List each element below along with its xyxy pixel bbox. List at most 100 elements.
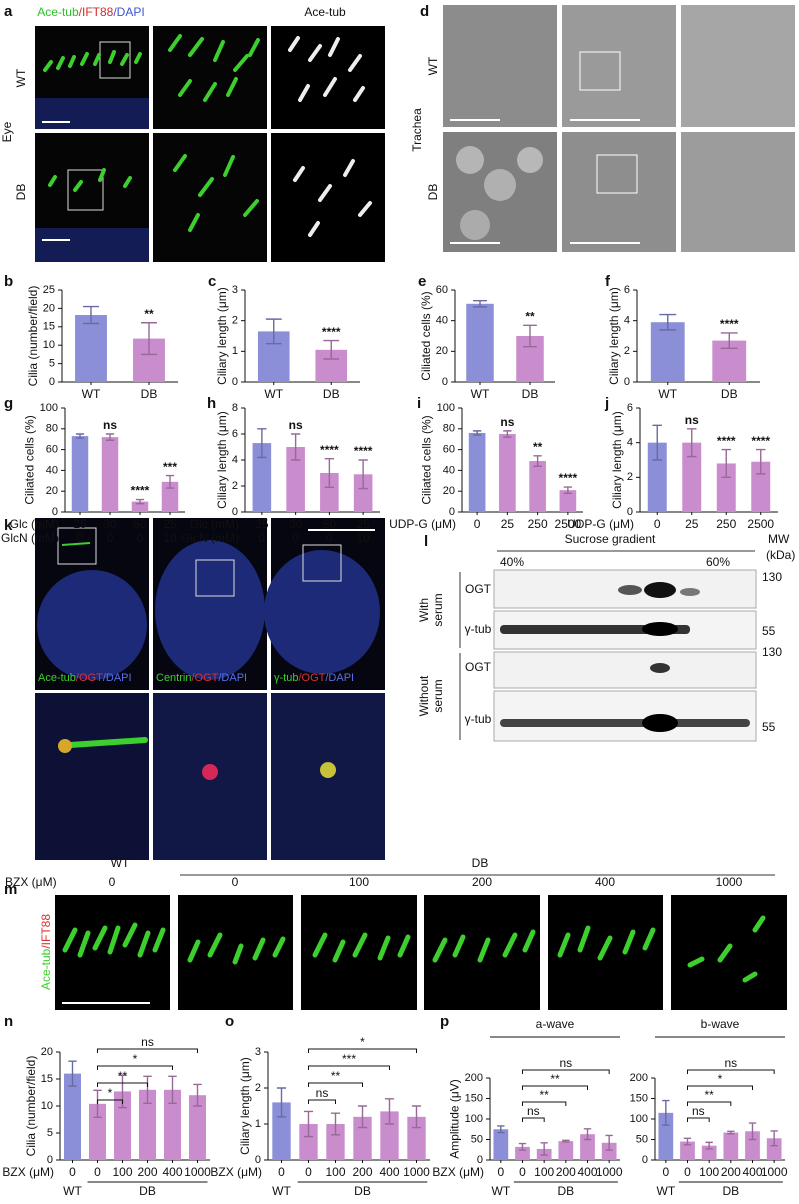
error-bar	[303, 1110, 314, 1138]
mw-label: MW	[768, 532, 790, 546]
y-tick-label: 0	[255, 1154, 261, 1166]
y-tick-label: 80	[46, 423, 58, 435]
significance: ns	[527, 1104, 540, 1118]
error-bar	[168, 1075, 177, 1104]
bar	[114, 1091, 131, 1160]
dose: 200	[472, 875, 492, 889]
x-tick-label: WT	[264, 387, 283, 401]
bar	[131, 501, 149, 512]
bar	[745, 1131, 760, 1160]
y-tick-label: 100	[630, 1113, 648, 1125]
y-tick-label: 100	[437, 402, 455, 414]
x-tick-label: 100	[534, 1165, 554, 1179]
y-tick-label: 150	[630, 1092, 648, 1104]
bar	[101, 437, 119, 512]
group-label: With	[417, 598, 431, 622]
y-tick-label: 40	[436, 315, 448, 327]
y-tick-label: 25	[43, 284, 55, 296]
x-tick-label: 100	[699, 1165, 719, 1179]
stain-part: IFT88	[82, 5, 114, 19]
group-label: WT	[111, 856, 130, 870]
significance: **	[550, 1072, 560, 1086]
x-tick-label: DB	[522, 387, 539, 401]
y-tick-label: 2	[627, 471, 633, 483]
mw-mark: 55	[762, 624, 776, 638]
error-bar	[384, 1098, 395, 1125]
x-tick-label: 400	[162, 1165, 182, 1179]
y-tick-label: 2	[232, 480, 238, 492]
band	[650, 663, 670, 673]
x-tick-label: 400	[742, 1165, 762, 1179]
error-bar	[687, 428, 697, 458]
bar	[71, 436, 89, 512]
error-bar	[411, 1105, 422, 1129]
y-tick-label: 60	[436, 284, 448, 296]
x-tick-label-2: 0	[107, 531, 114, 545]
error-bar	[105, 433, 115, 441]
nucleus	[155, 540, 265, 680]
group-label: DB	[722, 1184, 739, 1198]
stain-part: γ-tub	[274, 672, 298, 684]
error-bar	[705, 1141, 713, 1150]
panel-label: n	[4, 1013, 13, 1030]
mw-mark: 55	[762, 720, 776, 734]
y-tick-label: 4	[627, 437, 633, 449]
chart-title: b-wave	[701, 1017, 740, 1031]
nucleus	[37, 570, 147, 680]
tissue-label: Trachea	[410, 108, 424, 152]
significance: ns	[141, 1035, 154, 1049]
x-tick-label: 0	[94, 1165, 101, 1179]
x-tick-label: DB	[323, 387, 340, 401]
group-label: DB	[139, 1184, 156, 1198]
image	[271, 133, 385, 262]
y-tick-label: 4	[232, 454, 238, 466]
error-bar	[358, 459, 368, 490]
x-tick-label: 1000	[596, 1165, 623, 1179]
error-bar	[141, 322, 157, 356]
y-axis-label: Ciliated cells (%)	[23, 415, 37, 504]
row-label: UDP-G (μM)	[567, 517, 634, 531]
micrographs-a	[35, 26, 385, 262]
bar	[650, 322, 685, 382]
image	[153, 26, 267, 129]
stain-label: Ace-tub	[304, 5, 346, 19]
stain-part: IFT88	[39, 914, 53, 946]
panel-label: k	[4, 517, 13, 534]
group-label: serum	[431, 679, 445, 712]
error-bar	[276, 1087, 287, 1118]
y-axis-label: Ciliary length (μm)	[607, 287, 621, 385]
stain-label: Ace-tub/OGT/DAPI	[38, 672, 132, 684]
y-tick-label: 1	[232, 345, 238, 357]
error-bar	[143, 1075, 152, 1104]
x-tick-label: 0	[684, 1165, 691, 1179]
bracket	[97, 1082, 148, 1087]
bar	[64, 1073, 81, 1160]
y-tick-label: 0	[642, 1154, 648, 1166]
x-tick-label-2: 0	[259, 531, 266, 545]
gradient-label: Sucrose gradient	[565, 532, 656, 546]
dose-label: BZX (μM)	[5, 875, 57, 889]
band-label: γ-tub	[465, 622, 492, 636]
error-bar	[165, 474, 175, 489]
dose: 0	[109, 875, 116, 889]
signal	[320, 762, 336, 778]
y-tick-label: 0	[624, 376, 630, 388]
error-bar	[720, 332, 738, 349]
bar	[723, 1132, 739, 1160]
bar	[493, 1129, 509, 1160]
stain-part: Ace-tub	[39, 948, 53, 990]
error-bar	[135, 498, 145, 505]
bar	[161, 481, 179, 512]
row-label: BZX (μM)	[210, 1165, 262, 1179]
y-tick-label: 0	[442, 376, 448, 388]
dose: 100	[349, 875, 369, 889]
x-tick-label-2: 10	[356, 531, 370, 545]
y-tick-label: 2	[624, 345, 630, 357]
bar	[558, 1141, 574, 1160]
panel-label: a	[4, 3, 13, 20]
y-tick-label: 0	[232, 376, 238, 388]
panel-label: i	[417, 395, 421, 412]
significance: ns	[692, 1104, 705, 1118]
error-bar	[523, 324, 537, 348]
band	[500, 625, 690, 634]
